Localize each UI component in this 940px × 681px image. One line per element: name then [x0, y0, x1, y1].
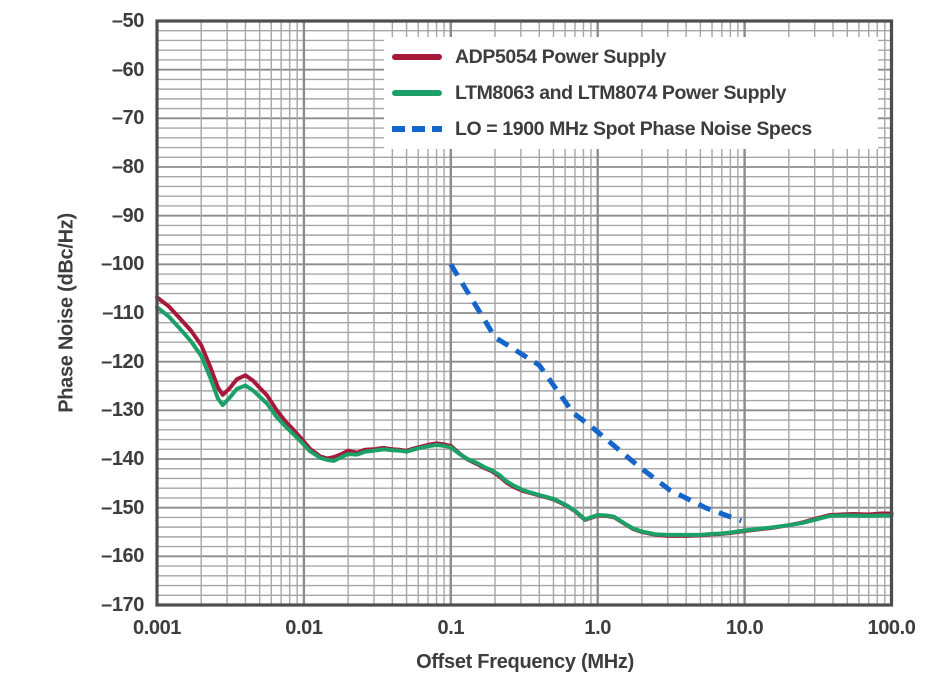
legend-swatch-green-line — [392, 90, 442, 96]
y-tick-label: –110 — [102, 302, 144, 324]
legend-label: LTM8063 and LTM8074 Power Supply — [455, 81, 787, 104]
legend-label: LO = 1900 MHz Spot Phase Noise Specs — [455, 117, 812, 140]
x-axis-title: Offset Frequency (MHz) — [416, 651, 634, 673]
y-tick-label: –80 — [111, 156, 145, 178]
x-tick-label: 1.0 — [584, 617, 611, 639]
y-tick-label: –60 — [111, 58, 145, 81]
x-tick-label: 10.0 — [725, 617, 764, 639]
x-tick-label: 0.001 — [132, 617, 182, 639]
legend-swatch-blue-dashed-line — [392, 126, 442, 132]
y-tick-label: –150 — [101, 496, 144, 519]
legend-swatch-red-line — [392, 54, 442, 60]
legend: ADP5054 Power Supply LTM8063 and LTM8074… — [384, 37, 878, 149]
y-tick-label: –140 — [101, 448, 144, 470]
legend-label: ADP5054 Power Supply — [455, 45, 666, 68]
y-tick-label: –70 — [111, 107, 145, 130]
y-tick-label: –50 — [111, 10, 145, 32]
y-tick-label: –170 — [101, 594, 144, 616]
legend-item-lo-spec: LO = 1900 MHz Spot Phase Noise Specs — [384, 114, 878, 144]
plot-border — [155, 19, 894, 607]
x-tick-label: 0.01 — [285, 617, 323, 639]
series-line-adp5054 — [155, 295, 894, 538]
y-tick-label: –120 — [101, 350, 144, 373]
y-tick-label: –100 — [101, 253, 144, 276]
series-line-ltm8063-ltm8074 — [155, 305, 894, 537]
legend-item-ltm8063-ltm8074: LTM8063 and LTM8074 Power Supply — [384, 78, 878, 108]
x-tick-label: 0.1 — [437, 617, 465, 639]
y-tick-label: –90 — [111, 204, 145, 227]
y-tick-label: –130 — [101, 399, 144, 422]
legend-item-adp5054: ADP5054 Power Supply — [384, 42, 878, 72]
x-tick-label: 100.0 — [867, 617, 916, 639]
y-tick-label: –160 — [101, 545, 144, 568]
